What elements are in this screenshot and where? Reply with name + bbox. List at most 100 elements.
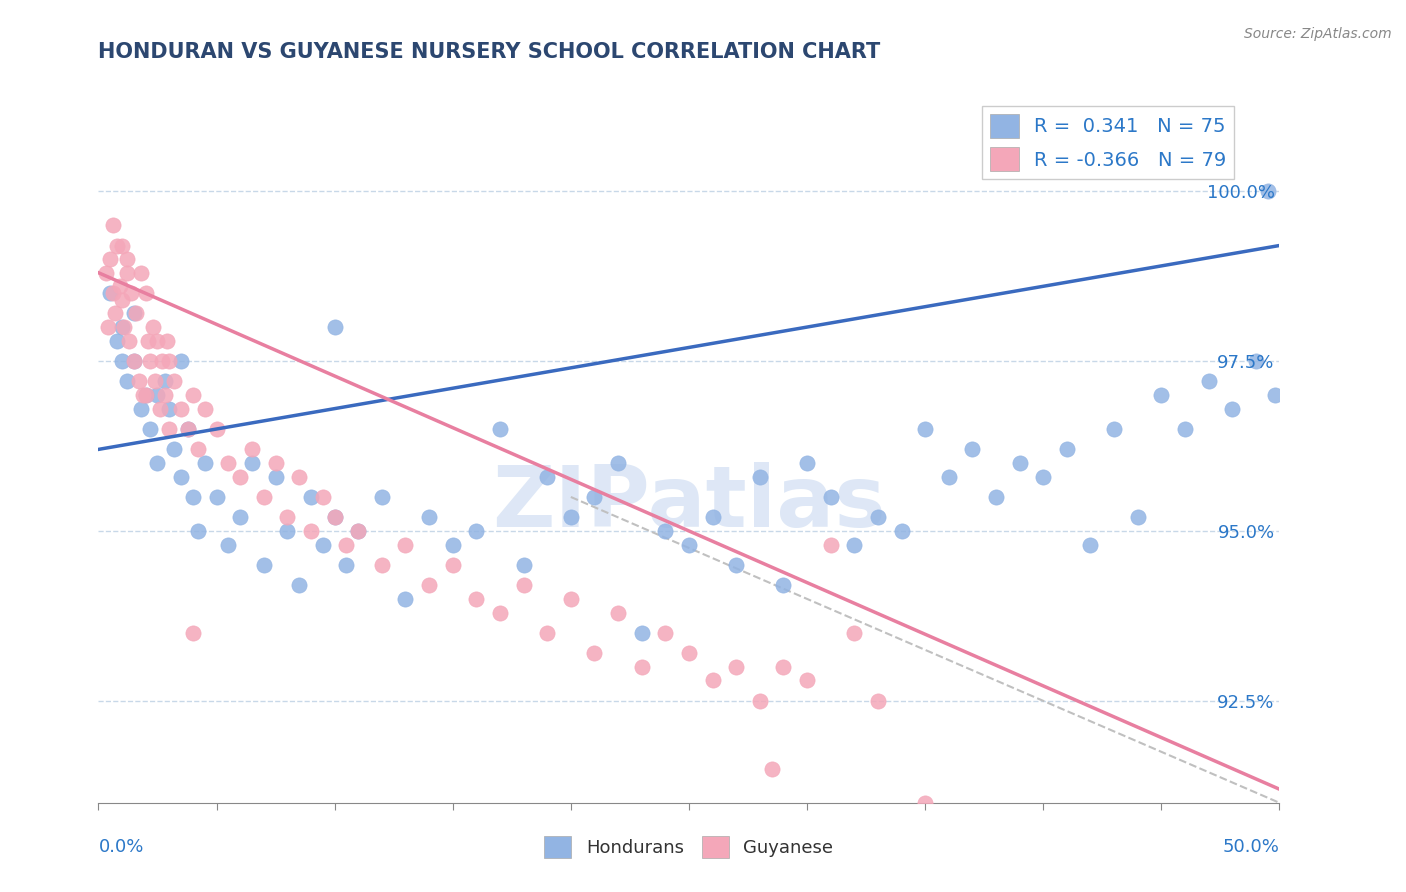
Point	[489, 422, 512, 436]
Point	[441, 537, 464, 551]
Point	[702, 510, 724, 524]
Point	[132, 388, 155, 402]
Point	[512, 578, 534, 592]
Point	[122, 354, 145, 368]
Point	[143, 375, 166, 389]
Point	[94, 266, 117, 280]
Point	[323, 510, 346, 524]
Point	[820, 537, 842, 551]
Point	[914, 422, 936, 436]
Point	[194, 456, 217, 470]
Point	[205, 490, 228, 504]
Point	[288, 469, 311, 483]
Point	[128, 375, 150, 389]
Point	[118, 334, 141, 348]
Point	[111, 354, 134, 368]
Point	[371, 558, 394, 572]
Point	[205, 422, 228, 436]
Point	[441, 558, 464, 572]
Point	[153, 375, 176, 389]
Text: HONDURAN VS GUYANESE NURSERY SCHOOL CORRELATION CHART: HONDURAN VS GUYANESE NURSERY SCHOOL CORR…	[98, 43, 880, 62]
Point	[536, 469, 558, 483]
Point	[914, 796, 936, 810]
Point	[122, 306, 145, 320]
Point	[1056, 442, 1078, 457]
Point	[772, 660, 794, 674]
Point	[139, 422, 162, 436]
Point	[583, 646, 606, 660]
Point	[1102, 422, 1125, 436]
Point	[299, 524, 322, 538]
Point	[163, 442, 186, 457]
Point	[1008, 456, 1031, 470]
Point	[105, 334, 128, 348]
Point	[312, 537, 335, 551]
Point	[253, 490, 276, 504]
Point	[112, 320, 135, 334]
Point	[139, 354, 162, 368]
Point	[702, 673, 724, 688]
Point	[465, 591, 488, 606]
Point	[129, 401, 152, 416]
Point	[240, 456, 263, 470]
Point	[170, 469, 193, 483]
Point	[276, 524, 298, 538]
Point	[136, 334, 159, 348]
Point	[844, 537, 866, 551]
Point	[111, 293, 134, 307]
Point	[181, 490, 204, 504]
Point	[229, 469, 252, 483]
Point	[276, 510, 298, 524]
Point	[796, 673, 818, 688]
Point	[1257, 184, 1279, 198]
Point	[153, 388, 176, 402]
Point	[820, 490, 842, 504]
Point	[1264, 388, 1286, 402]
Point	[512, 558, 534, 572]
Point	[312, 490, 335, 504]
Point	[323, 510, 346, 524]
Point	[146, 456, 169, 470]
Point	[630, 660, 652, 674]
Point	[170, 401, 193, 416]
Point	[105, 238, 128, 252]
Point	[108, 279, 131, 293]
Point	[264, 469, 287, 483]
Point	[323, 320, 346, 334]
Point	[135, 286, 157, 301]
Point	[761, 762, 783, 776]
Point	[1080, 537, 1102, 551]
Point	[347, 524, 370, 538]
Text: Source: ZipAtlas.com: Source: ZipAtlas.com	[1244, 27, 1392, 41]
Point	[181, 626, 204, 640]
Point	[111, 320, 134, 334]
Point	[748, 469, 770, 483]
Point	[335, 537, 357, 551]
Point	[125, 306, 148, 320]
Point	[772, 578, 794, 592]
Point	[177, 422, 200, 436]
Point	[560, 510, 582, 524]
Point	[489, 606, 512, 620]
Point	[104, 306, 127, 320]
Point	[98, 252, 121, 266]
Point	[170, 354, 193, 368]
Point	[217, 456, 239, 470]
Point	[371, 490, 394, 504]
Point	[418, 578, 440, 592]
Point	[299, 490, 322, 504]
Point	[335, 558, 357, 572]
Point	[607, 606, 630, 620]
Point	[418, 510, 440, 524]
Point	[163, 375, 186, 389]
Point	[264, 456, 287, 470]
Point	[1174, 422, 1197, 436]
Point	[240, 442, 263, 457]
Point	[465, 524, 488, 538]
Point	[890, 524, 912, 538]
Point	[678, 646, 700, 660]
Point	[1126, 510, 1149, 524]
Point	[121, 286, 143, 301]
Point	[135, 388, 157, 402]
Point	[122, 354, 145, 368]
